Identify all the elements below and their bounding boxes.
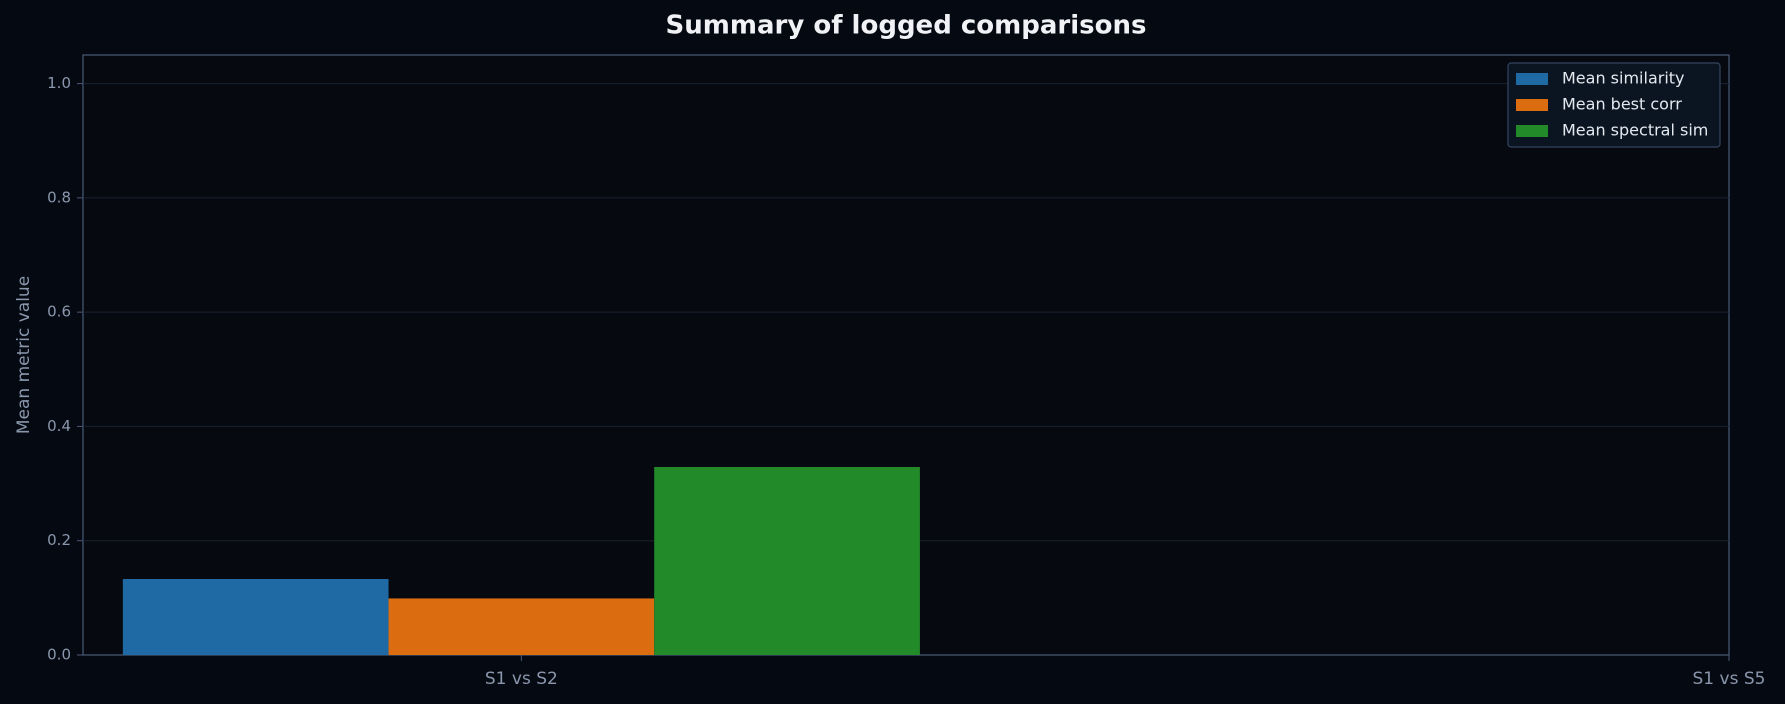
legend-swatch: [1516, 99, 1548, 111]
bar: [122, 579, 389, 655]
legend-label: Mean best corr: [1562, 95, 1682, 114]
y-tick-label: 0.4: [47, 417, 71, 435]
y-axis-label: Mean metric value: [14, 276, 34, 434]
legend-label: Mean similarity: [1562, 69, 1685, 88]
legend-swatch: [1516, 73, 1548, 85]
legend-label: Mean spectral sim: [1562, 121, 1708, 140]
legend-box: [1507, 62, 1721, 148]
chart-title: Summary of logged comparisons: [666, 11, 1147, 41]
y-tick-label: 0.6: [47, 303, 71, 321]
y-tick-label: 0.0: [47, 646, 71, 664]
x-tick-label: S1 vs S2: [485, 669, 558, 689]
y-tick-label: 0.8: [47, 188, 71, 206]
x-tick-label: S1 vs S5: [1693, 669, 1766, 689]
bar: [388, 598, 655, 655]
bar: [654, 467, 920, 655]
legend-swatch: [1516, 125, 1548, 137]
y-tick-label: 0.2: [47, 531, 71, 549]
y-tick-label: 1.0: [47, 74, 71, 92]
